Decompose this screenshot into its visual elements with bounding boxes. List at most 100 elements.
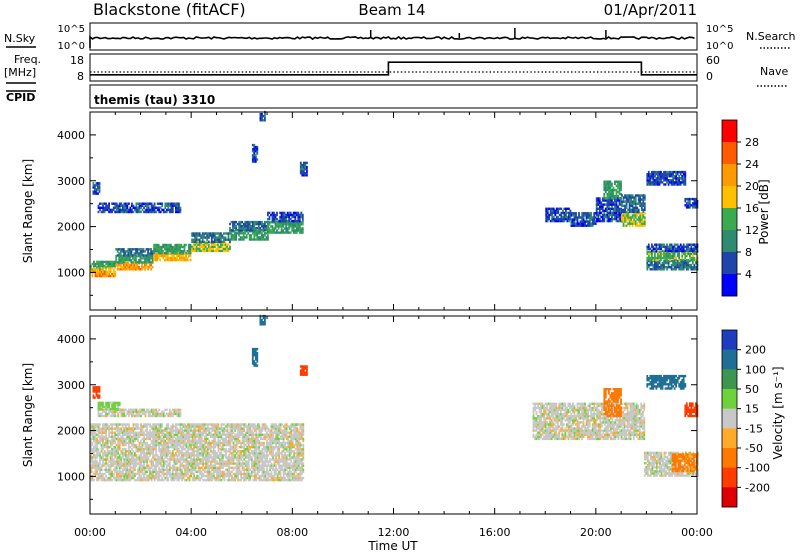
scatter-cell	[103, 443, 106, 447]
scatter-cell	[134, 439, 136, 443]
scatter-cell	[251, 232, 254, 235]
scatter-cell	[185, 431, 188, 434]
scatter-cell	[649, 250, 652, 253]
noise-sky-trace	[89, 35, 695, 48]
scatter-cell	[144, 454, 147, 457]
scatter-cell	[545, 215, 548, 219]
scatter-cell	[184, 439, 186, 443]
scatter-cell	[625, 206, 628, 209]
scatter-cell	[188, 476, 191, 480]
scatter-cell	[601, 199, 604, 202]
scatter-cell	[150, 263, 152, 267]
scatter-cell	[94, 423, 97, 426]
scatter-cell	[190, 427, 192, 430]
scatter-cell	[286, 227, 289, 230]
scatter-cell	[216, 470, 218, 474]
scatter-cell	[91, 462, 94, 465]
scatter-cell	[601, 205, 604, 208]
scatter-cell	[630, 198, 632, 201]
scatter-cell	[153, 476, 156, 480]
scatter-cell	[554, 217, 557, 221]
scatter-cell	[129, 429, 132, 432]
scatter-cell	[97, 427, 100, 430]
scatter-cell	[175, 202, 177, 205]
scatter-cell	[620, 207, 622, 210]
scatter-cell	[131, 443, 133, 447]
scatter-cell	[209, 435, 212, 438]
scatter-cell	[681, 254, 684, 258]
scatter-cell	[106, 439, 109, 443]
scatter-cell	[209, 448, 212, 451]
scatter-cell	[150, 254, 152, 257]
scatter-cell	[126, 433, 129, 436]
scatter-cell	[168, 439, 171, 443]
scatter-cell	[151, 261, 154, 264]
scatter-cell	[611, 188, 613, 192]
scatter-cell	[288, 219, 291, 223]
scatter-cell	[143, 450, 145, 453]
scatter-cell	[231, 439, 233, 443]
scatter-cell	[672, 254, 674, 258]
scatter-cell	[117, 208, 120, 212]
scatter-cell	[225, 456, 227, 459]
scatter-cell	[276, 223, 278, 226]
scatter-cell	[664, 254, 667, 258]
scatter-cell	[212, 470, 215, 474]
scatter-cell	[670, 252, 673, 256]
scatter-cell	[646, 266, 649, 269]
scatter-cell	[235, 225, 237, 228]
scatter-cell	[123, 429, 126, 432]
scatter-cell	[150, 433, 153, 436]
scatter-cell	[609, 203, 612, 206]
scatter-cell	[95, 182, 98, 185]
scatter-cell	[228, 464, 230, 467]
scatter-cell	[159, 452, 162, 455]
scatter-cell	[193, 423, 195, 426]
scatter-cell	[219, 443, 221, 447]
scatter-cell	[609, 182, 612, 185]
scatter-cell	[254, 234, 257, 237]
scatter-cell	[247, 232, 250, 235]
scatter-cell	[672, 252, 674, 256]
scatter-cell	[165, 204, 168, 207]
scatter-cell	[129, 470, 132, 474]
scatter-cell	[217, 249, 219, 253]
scatter-cell	[261, 234, 263, 237]
scatter-cell	[159, 439, 162, 443]
scatter-cell	[597, 217, 600, 221]
scatter-cell	[152, 443, 154, 447]
scatter-cell	[675, 170, 677, 174]
scatter-cell	[171, 450, 174, 453]
scatter-cell	[587, 224, 589, 227]
scatter-cell	[245, 222, 248, 226]
scatter-cell	[217, 247, 219, 251]
scatter-cell	[291, 225, 294, 228]
scatter-cell	[194, 454, 197, 457]
scatter-cell	[666, 181, 668, 184]
scatter-cell	[145, 248, 148, 251]
scatter-cell	[216, 431, 218, 434]
scatter-cell	[134, 464, 136, 467]
scatter-cell	[647, 258, 650, 262]
scatter-cell	[118, 248, 121, 251]
scatter-cell	[614, 188, 616, 192]
scatter-cell	[111, 429, 113, 432]
scatter-cell	[214, 470, 217, 474]
scatter-cell	[251, 229, 254, 232]
scatter-cell	[211, 441, 214, 445]
scatter-cell	[591, 218, 594, 221]
scatter-cell	[600, 201, 603, 204]
scatter-cell	[91, 427, 94, 430]
scatter-cell	[634, 198, 637, 201]
scatter-cell	[127, 448, 130, 451]
scatter-cell	[165, 202, 168, 205]
scatter-cell	[215, 247, 218, 251]
scatter-cell	[232, 431, 235, 434]
scatter-cell	[191, 240, 193, 243]
scatter-cell	[253, 220, 256, 224]
scatter-cell	[663, 183, 665, 186]
scatter-cell	[274, 215, 277, 219]
scatter-cell	[150, 466, 153, 469]
scatter-cell	[129, 476, 132, 480]
scatter-cell	[669, 170, 671, 174]
